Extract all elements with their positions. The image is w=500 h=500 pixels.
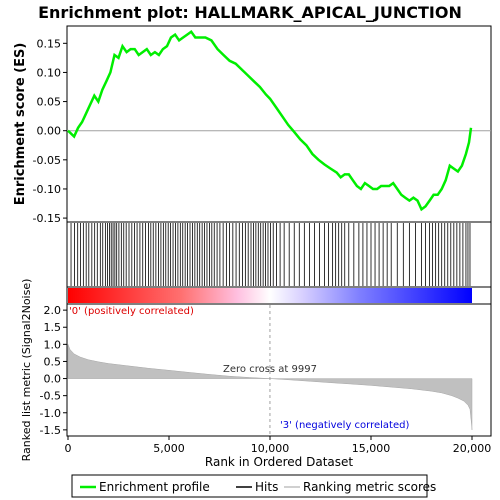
legend-frame	[71, 474, 428, 498]
es-y-tick-label: -0.10	[33, 183, 61, 196]
es-y-tick-label: 0.15	[37, 37, 62, 50]
metric-y-tick-label: 0.0	[44, 373, 62, 386]
es-y-tick-label: 0.10	[37, 66, 62, 79]
metric-y-tick-label: 0.5	[44, 355, 62, 368]
metric-y-tick-label: 2.0	[44, 304, 62, 317]
hits-panel	[66, 221, 492, 288]
legend-metric-label: Ranking metric scores	[303, 480, 436, 494]
chart-title: Enrichment plot: HALLMARK_APICAL_JUNCTIO…	[38, 3, 462, 22]
x-tick-label: 10,000	[251, 442, 290, 455]
enrichment-score-panel: 0.15 0.10 0.05 0.00 -0.05 -0.10 -0.15 Enrichme…	[13, 25, 492, 225]
legend: Enrichment profile Hits Ranking metric s…	[71, 474, 436, 498]
enrichment-profile-line	[67, 29, 473, 212]
es-panel-frame	[66, 25, 492, 223]
es-y-tick-label: 0.05	[37, 96, 62, 109]
zero-cross-label: Zero cross at 9997	[223, 364, 317, 375]
x-tick-label: 5,000	[153, 442, 185, 455]
ranked-metric-panel: 2.0 1.5 1.0 0.5 0.0 -0.5 -1.0 -1.5 Zero cross a…	[20, 279, 492, 462]
x-tick-label: 0	[65, 442, 72, 455]
metric-y-axis-label: Ranked list metric (Signal2Noise)	[20, 279, 33, 462]
rank-gradient-panel	[66, 286, 492, 305]
hits-panel-frame	[66, 221, 492, 288]
metric-y-tick-label: -1.5	[40, 424, 61, 437]
x-axis-label: Rank in Ordered Dataset	[205, 455, 353, 469]
es-y-tick-label: -0.05	[33, 154, 61, 167]
es-y-axis: 0.15 0.10 0.05 0.00 -0.05 -0.10 -0.15	[33, 37, 67, 225]
x-tick-label: 20,000	[453, 442, 492, 455]
metric-y-tick-label: -0.5	[40, 390, 61, 403]
rank-gradient-bar	[68, 288, 472, 303]
positive-correlated-label: '0' (positively correlated)	[69, 306, 194, 317]
metric-y-tick-label: -1.0	[40, 407, 61, 420]
es-y-axis-label: Enrichment score (ES)	[13, 43, 28, 206]
ranking-metric-area	[67, 344, 473, 430]
metric-y-tick-label: 1.0	[44, 338, 62, 351]
legend-hits-label: Hits	[255, 480, 278, 494]
es-y-tick-label: -0.15	[33, 212, 61, 225]
x-axis: 0 5,000 10,000 15,000 20,000	[65, 436, 492, 455]
negative-correlated-label: '3' (negatively correlated)	[280, 420, 409, 431]
es-y-tick-label: 0.00	[37, 125, 62, 138]
metric-y-tick-label: 1.5	[44, 321, 62, 334]
metric-y-axis: 2.0 1.5 1.0 0.5 0.0 -0.5 -1.0 -1.5	[40, 304, 67, 437]
hit-lines	[70, 223, 471, 286]
legend-enrichment-label: Enrichment profile	[99, 480, 210, 494]
x-tick-label: 15,000	[352, 442, 391, 455]
